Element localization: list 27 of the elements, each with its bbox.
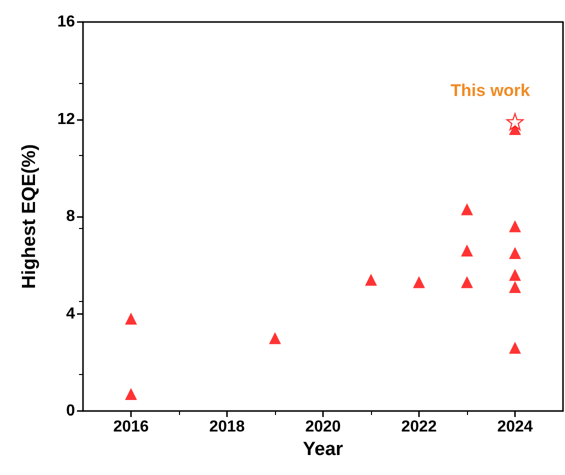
x-tick-label: 2016: [113, 418, 149, 436]
point: [269, 332, 281, 344]
point: [509, 220, 521, 232]
point: [509, 268, 521, 281]
point: [365, 274, 377, 286]
y-axis-title: Highest EQE(%): [19, 144, 40, 289]
y-tick-label: 16: [57, 14, 76, 30]
x-tick-label: 2022: [401, 418, 437, 436]
point: [509, 246, 521, 259]
x-axis-title: Year: [302, 438, 344, 460]
y-tick-label: 4: [66, 305, 76, 322]
y-tick-label: 12: [57, 110, 76, 128]
x-tick-label: 2018: [209, 418, 245, 436]
point: [125, 312, 137, 325]
point: [461, 203, 473, 216]
point: [125, 388, 137, 400]
annotation: This work: [450, 81, 531, 100]
y-tick-label: 8: [66, 208, 76, 225]
point: [509, 281, 521, 294]
point: [461, 244, 473, 257]
x-tick-label: 2020: [305, 418, 341, 436]
point: [461, 276, 473, 288]
point: [506, 113, 524, 130]
point: [413, 276, 425, 288]
x-tick-label: 2024: [497, 418, 533, 436]
y-tick-label: 0: [66, 402, 76, 420]
point: [509, 342, 521, 354]
